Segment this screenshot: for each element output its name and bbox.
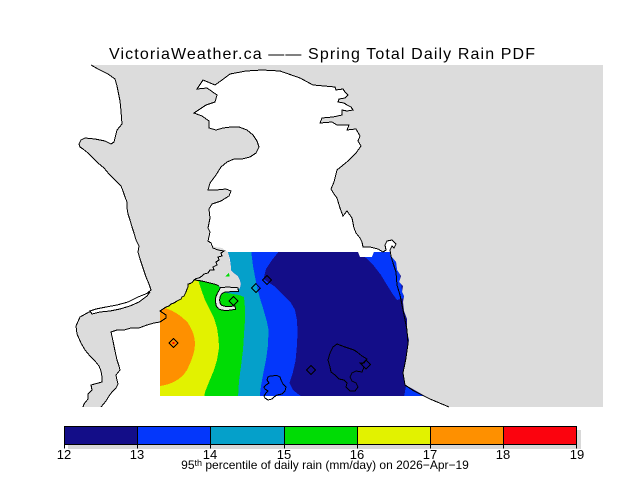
svg-text:19: 19	[570, 447, 584, 462]
svg-text:16: 16	[350, 447, 364, 462]
svg-text:95th percentile of daily rain: 95th percentile of daily rain (mm/day) o…	[181, 458, 469, 472]
svg-text:18: 18	[496, 447, 510, 462]
svg-text:17: 17	[423, 447, 437, 462]
svg-text:15: 15	[277, 447, 291, 462]
svg-text:12: 12	[57, 447, 71, 462]
svg-text:VictoriaWeather.ca —— Spring T: VictoriaWeather.ca —— Spring Total Daily…	[109, 46, 535, 63]
svg-text:13: 13	[130, 447, 144, 462]
svg-text:14: 14	[203, 447, 217, 462]
